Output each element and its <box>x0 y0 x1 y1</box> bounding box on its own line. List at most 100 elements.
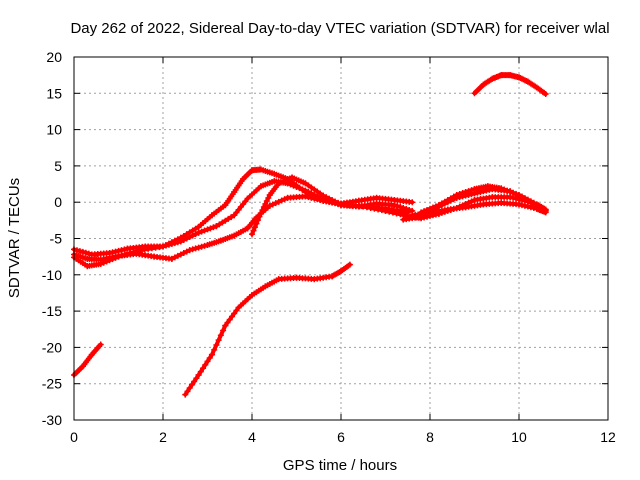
data-point <box>213 341 220 348</box>
data-point <box>432 203 439 210</box>
data-point <box>421 208 428 215</box>
data-point <box>122 251 129 258</box>
grid <box>74 57 608 420</box>
y-tick-label: -20 <box>42 339 62 355</box>
y-axis-label: SDTVAR / TECUs <box>6 178 23 298</box>
data-point <box>513 190 520 197</box>
x-tick-label: 2 <box>159 429 167 445</box>
data-point <box>186 385 193 392</box>
data-point <box>459 190 466 197</box>
data-point <box>260 204 267 211</box>
data-point <box>112 254 119 261</box>
x-tick-label: 0 <box>70 429 78 445</box>
data-point <box>184 388 191 395</box>
data-point <box>226 316 233 323</box>
data-point <box>265 194 272 201</box>
data-point <box>215 337 222 344</box>
data-point <box>103 258 110 265</box>
data-point <box>192 245 199 252</box>
data-point <box>510 189 517 196</box>
data-point <box>204 226 211 233</box>
data-point <box>346 261 353 268</box>
data-point <box>507 188 514 195</box>
data-point <box>106 257 113 264</box>
x-tick-label: 12 <box>600 429 616 445</box>
y-tick-label: -25 <box>42 376 62 392</box>
data-point <box>462 189 469 196</box>
data-point <box>389 209 396 216</box>
data-point <box>253 220 260 227</box>
data-point <box>254 217 261 224</box>
y-tick-label: -30 <box>42 412 62 428</box>
data-point <box>382 207 389 214</box>
data-point <box>231 310 238 317</box>
y-tick-label: 20 <box>46 49 62 65</box>
series-arc-1 <box>71 341 104 378</box>
data-point <box>208 351 215 358</box>
data-point <box>193 375 200 382</box>
data-point <box>202 361 209 368</box>
data-point <box>188 381 195 388</box>
x-tick-label: 10 <box>511 429 527 445</box>
data-point <box>456 190 463 197</box>
y-tick-label: -5 <box>50 231 63 247</box>
data-point <box>191 378 198 385</box>
series-arc-10 <box>471 72 549 98</box>
data-point <box>249 231 255 238</box>
data-point <box>198 228 205 235</box>
data-point <box>262 201 269 208</box>
data-point <box>233 307 240 314</box>
data-point <box>542 91 549 98</box>
data-point <box>195 244 202 251</box>
data-point <box>211 346 218 353</box>
data-point <box>97 260 104 267</box>
data-point <box>115 253 122 260</box>
data-point <box>201 242 208 249</box>
series-arc-5 <box>71 166 411 270</box>
data-point <box>130 249 137 256</box>
data-point <box>453 191 460 198</box>
data-point <box>100 259 107 266</box>
data-point <box>468 187 475 194</box>
data-point <box>504 187 511 194</box>
x-axis-label: GPS time / hours <box>283 457 397 474</box>
y-tick-label: 0 <box>54 194 62 210</box>
data-point <box>79 248 86 255</box>
x-tick-label: 6 <box>337 429 345 445</box>
data-point <box>109 256 116 263</box>
data-point <box>224 319 231 326</box>
y-tick-label: 10 <box>46 122 62 138</box>
data-point <box>386 208 393 215</box>
data-point <box>542 206 549 213</box>
data-point <box>397 211 404 218</box>
data-point <box>201 227 208 234</box>
data-point <box>186 247 193 254</box>
y-tick-label: 5 <box>54 158 62 174</box>
series-arc-9 <box>418 183 549 216</box>
data-point <box>259 207 266 214</box>
data-point <box>195 371 202 378</box>
data-point <box>429 204 436 211</box>
data-point <box>257 210 264 217</box>
axis-ticks: 0 2 4 6 8 10 12 -30 -25 -20 -15 -10 -5 0 5 10 15 20 <box>42 49 616 445</box>
data-point <box>424 206 431 213</box>
y-tick-label: -10 <box>42 267 62 283</box>
y-tick-label: -15 <box>42 303 62 319</box>
data-point <box>393 210 400 217</box>
data-point <box>206 355 213 362</box>
series-arc-4 <box>71 178 416 258</box>
data-point <box>97 341 104 348</box>
data-point <box>250 227 257 234</box>
data-series <box>71 72 549 398</box>
x-tick-label: 8 <box>426 429 434 445</box>
data-point <box>228 313 235 320</box>
data-point <box>200 365 207 372</box>
data-point <box>195 229 202 236</box>
data-point <box>85 250 92 257</box>
series-arc-2 <box>182 261 353 398</box>
data-point <box>498 185 505 192</box>
data-point <box>391 202 398 209</box>
data-point <box>198 243 205 250</box>
data-point <box>210 224 217 231</box>
data-point <box>217 332 224 339</box>
